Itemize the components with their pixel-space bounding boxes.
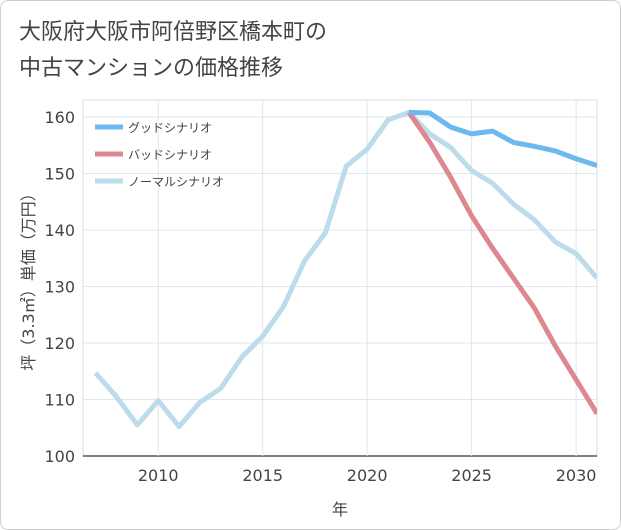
- x-tick-label: 2020: [347, 466, 388, 485]
- series-layer: [93, 109, 597, 430]
- y-tick-label: 140: [44, 221, 75, 240]
- legend-label-2: ノーマルシナリオ: [128, 175, 224, 189]
- x-tick-labels: 2010 2015 2020 2025 2030: [138, 466, 597, 485]
- chart-title: 大阪府大阪市阿倍野区橋本町の 中古マンションの価格推移: [19, 15, 327, 87]
- y-tick-label: 110: [44, 390, 75, 409]
- y-tick-labels: 100 110 120 130 140 150 160: [44, 108, 75, 466]
- x-tick-label: 2015: [242, 466, 283, 485]
- x-axis-title: 年: [332, 500, 348, 519]
- y-tick-label: 150: [44, 164, 75, 183]
- legend-label-1: バッドシナリオ: [128, 148, 212, 162]
- chart-title-line-2: 中古マンションの価格推移: [19, 56, 284, 81]
- y-tick-label: 120: [44, 334, 75, 353]
- legend-label-0: グッドシナリオ: [128, 121, 212, 135]
- series-line-1: [406, 110, 597, 415]
- x-tick-label: 2025: [451, 466, 492, 485]
- x-tick-label: 2010: [138, 466, 179, 485]
- y-tick-label: 100: [44, 447, 75, 466]
- chart-title-line-1: 大阪府大阪市阿倍野区橋本町の: [19, 20, 328, 45]
- y-axis-title: 坪（3.3㎡）単価（万円）: [19, 185, 38, 370]
- series-line-2: [93, 109, 597, 430]
- series-line-0: [408, 109, 597, 168]
- y-tick-label: 160: [44, 108, 75, 127]
- x-tick-label: 2030: [556, 466, 597, 485]
- y-tick-label: 130: [44, 277, 75, 296]
